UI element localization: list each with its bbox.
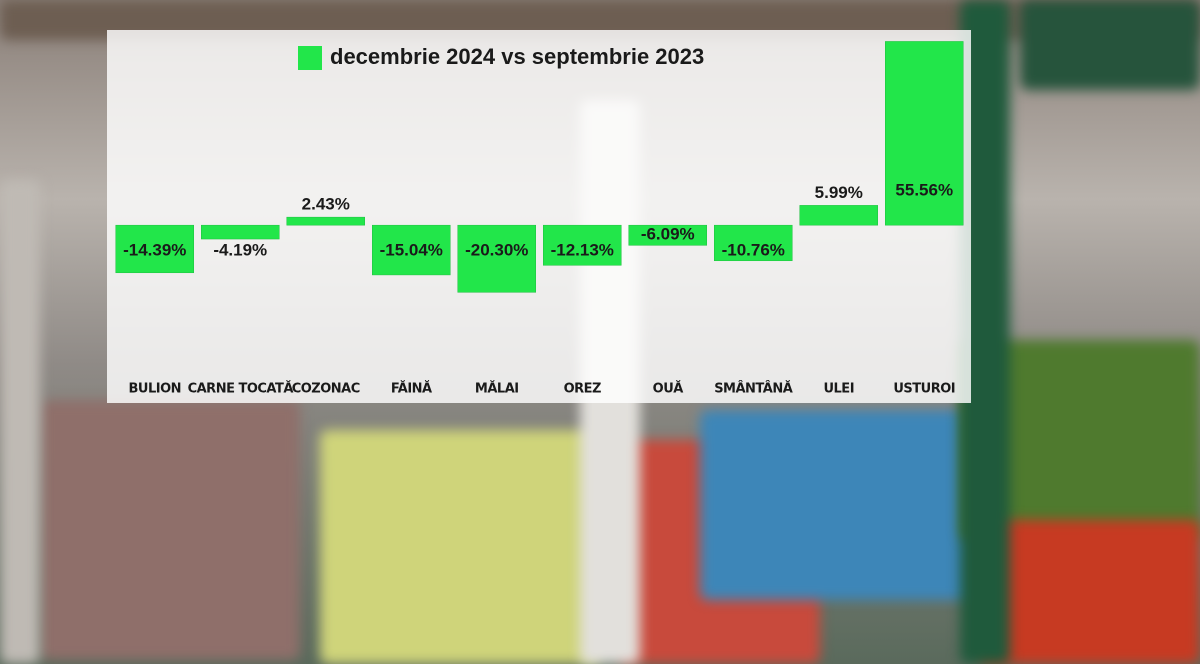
value-label: -4.19%: [213, 241, 267, 260]
x-tick-label: MĂLAI: [475, 381, 519, 397]
bar: [628, 224, 707, 246]
x-tick-label: COZONAC: [292, 382, 360, 397]
bar: [201, 224, 280, 240]
x-tick-label: OUĂ: [653, 381, 684, 397]
x-tick-label: ULEI: [823, 382, 854, 397]
value-label: -15.04%: [380, 241, 443, 260]
bar: [543, 224, 622, 266]
value-label: -10.76%: [722, 241, 785, 260]
value-label: -6.09%: [641, 225, 695, 244]
value-label: 5.99%: [815, 183, 863, 202]
x-tick-label: SMÂNTÂNĂ: [714, 381, 793, 397]
x-tick-label: USTUROI: [893, 382, 955, 397]
value-label: -14.39%: [123, 241, 186, 260]
legend-label: decembrie 2024 vs septembrie 2023: [330, 44, 704, 69]
value-label: 2.43%: [302, 195, 350, 214]
x-tick-label: FĂINĂ: [391, 381, 432, 397]
value-label: -12.13%: [551, 241, 614, 260]
bar: [372, 224, 451, 276]
bar: [799, 205, 878, 226]
x-tick-label: BULION: [128, 382, 181, 397]
bar: [286, 216, 365, 226]
x-tick-label: OREZ: [564, 382, 601, 397]
value-label: -20.30%: [465, 241, 528, 260]
bar: [457, 224, 536, 293]
value-label: 55.56%: [895, 181, 953, 200]
bar: [115, 224, 194, 274]
legend-swatch: [298, 46, 322, 70]
bar: [885, 41, 964, 226]
x-tick-label: CARNE TOCATĂ: [188, 381, 294, 397]
bar: [714, 224, 793, 262]
